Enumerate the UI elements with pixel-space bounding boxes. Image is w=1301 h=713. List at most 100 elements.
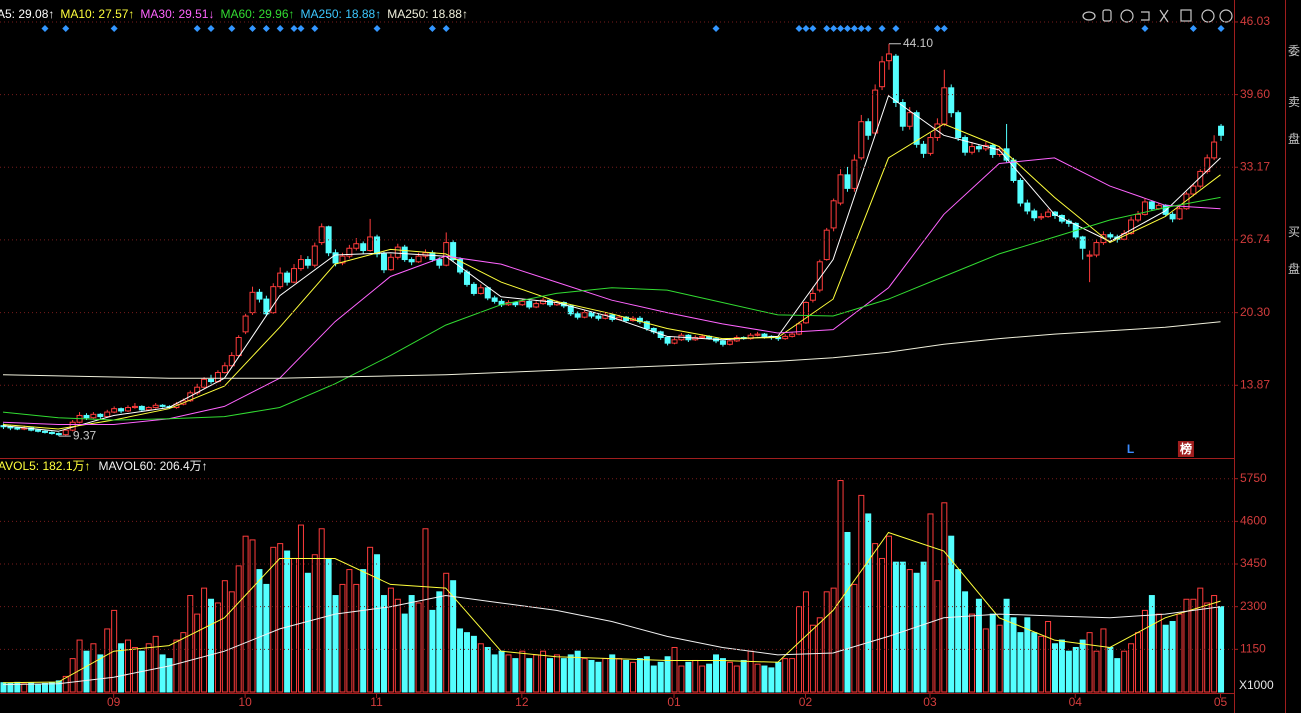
volume-bar [173,639,180,693]
volume-bar [802,591,809,693]
volume-bar [671,646,678,693]
ma-line [2,196,1221,421]
volume-bar [906,569,913,693]
volume-bar [21,683,28,693]
candle-body [865,121,872,136]
volume-bar [761,665,768,693]
candle-body [996,148,1003,155]
cross-icon[interactable] [1159,9,1169,23]
volume-bar [588,659,595,693]
volume-bar [1052,643,1059,693]
candle-body [761,333,768,337]
save-icon[interactable] [1180,9,1192,22]
volume-bar [1141,609,1148,693]
volume-bar [789,658,796,693]
volume-bar [962,591,969,693]
candle-body [374,236,381,255]
event-marker [193,25,201,32]
hand-icon[interactable] [1102,9,1112,22]
volume-bar [948,535,955,693]
candle-body [97,413,104,418]
view-icon[interactable] [1082,11,1096,21]
event-marker [41,25,49,32]
volume-bar [1155,613,1162,693]
volume-bar [740,659,747,693]
event-marker [843,25,851,32]
volume-bar [823,591,830,693]
y-tick-label: 20.30 [1240,305,1270,319]
x-tick-label: 09 [107,695,121,709]
candle-body [719,340,726,345]
volume-bar [41,682,48,693]
volume-bar [35,683,42,693]
volume-bar [726,661,733,693]
candle-body [249,291,256,314]
side-panel-label: 卖 [1288,95,1300,109]
volume-bar [1079,639,1086,693]
volume-bar [491,654,498,693]
volume-bar [124,639,131,693]
volume-bar [636,658,643,693]
candle-body [242,315,249,333]
play-icon[interactable] [1120,9,1134,23]
candle-body [152,404,159,409]
candle-body [1204,157,1211,172]
zoom-out-icon[interactable] [1219,9,1233,23]
event-marker [373,25,381,32]
volume-bar [1031,632,1038,693]
event-marker [311,25,319,32]
volume-bar [28,682,35,693]
volume-bar [519,650,526,693]
candle-body [955,112,962,139]
volume-bar [713,654,720,693]
volume-bar [989,613,996,693]
volume-bar [152,635,159,693]
volume-bar [664,656,671,693]
volume-bar [394,598,401,693]
volume-bar [1183,598,1190,693]
volume-bar [48,682,55,693]
volume-bar [816,617,823,693]
volume-bar [643,656,650,693]
candle-body [256,291,263,300]
candle-body [941,87,948,125]
undo-icon[interactable] [1141,11,1150,21]
event-marker [712,25,720,32]
volume-bar [367,546,374,693]
candle-body [540,299,547,305]
volume-bar [844,531,851,693]
candle-body [332,252,339,264]
event-marker [62,25,70,32]
candle-body [346,247,353,257]
volume-bar [284,550,291,693]
volume-bar [270,546,277,693]
volume-bar [318,528,325,693]
volume-bar [623,659,630,693]
volume-bar [415,602,422,693]
volume-bar [1121,650,1128,693]
candle-body [872,89,879,134]
volume-bar [401,613,408,693]
candle-body [304,259,311,266]
volume-bar [1086,632,1093,693]
volume-bar [374,554,381,693]
volume-bar [1065,650,1072,693]
volume-bar [463,632,470,693]
candle-body [643,321,650,329]
x-tick-label: 03 [923,695,937,709]
event-marker [249,25,257,32]
y-tick-label: 4600 [1240,514,1267,528]
annotation-label: 9.37 [73,428,97,442]
event-marker [276,25,284,32]
legend-entry: MA5: 29.08↑ [0,7,54,21]
legend-entry: MA60: 29.96↑ [220,7,294,21]
event-marker [228,25,236,32]
volume-bar [1058,639,1065,693]
candle-body [118,408,125,412]
volume-bar [97,654,104,693]
volume-bar [221,580,228,693]
volume-bar [657,661,664,693]
candle-body [41,430,48,433]
